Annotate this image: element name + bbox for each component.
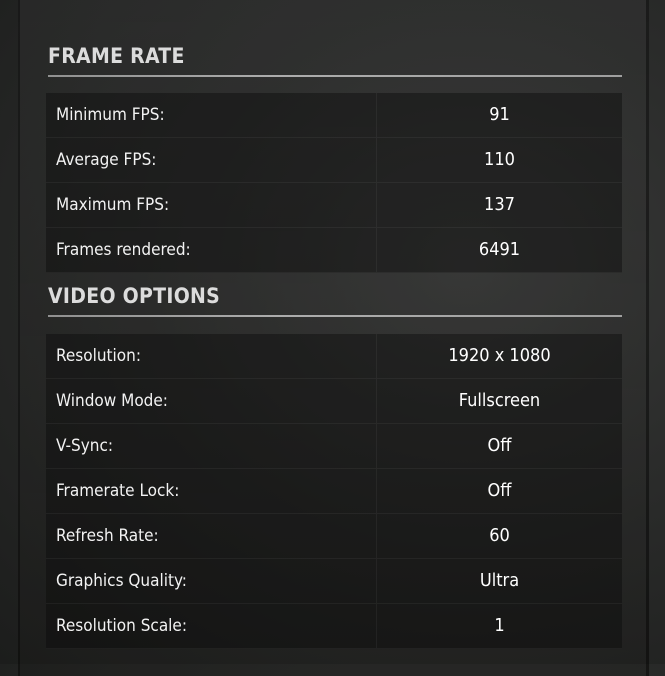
table-row: Frames rendered: 6491 <box>46 228 622 273</box>
row-value: Fullscreen <box>458 390 541 411</box>
table-row: Framerate Lock: Off <box>46 469 622 514</box>
video-options-divider <box>48 315 622 317</box>
row-value: 91 <box>489 104 510 125</box>
table-row: Resolution Scale: 1 <box>46 604 622 649</box>
video-options-table: Resolution: 1920 x 1080 Window Mode: Fulls… <box>46 334 622 649</box>
table-row: Window Mode: Fullscreen <box>46 379 622 424</box>
row-value: 110 <box>484 149 515 170</box>
table-row: Average FPS: 110 <box>46 138 622 183</box>
row-value: 1 <box>494 615 505 636</box>
row-label: V-Sync: <box>46 424 377 468</box>
frame-rate-heading: FRAME RATE <box>48 44 185 68</box>
results-panel <box>18 0 649 676</box>
row-value: 60 <box>489 525 510 546</box>
row-value: 6491 <box>478 239 521 260</box>
video-options-heading: VIDEO OPTIONS <box>48 284 221 308</box>
row-value: Off <box>487 480 512 501</box>
row-value: Off <box>487 435 512 456</box>
table-row: V-Sync: Off <box>46 424 622 469</box>
frame-rate-table: Minimum FPS: 91 Average FPS: 110 Maximum F… <box>46 93 622 273</box>
row-label: Refresh Rate: <box>46 514 377 558</box>
row-label: Resolution Scale: <box>46 604 377 648</box>
table-row: Graphics Quality: Ultra <box>46 559 622 604</box>
row-label: Maximum FPS: <box>46 183 377 227</box>
row-label: Minimum FPS: <box>46 93 377 137</box>
table-row: Maximum FPS: 137 <box>46 183 622 228</box>
row-label: Graphics Quality: <box>46 559 377 603</box>
table-row: Minimum FPS: 91 <box>46 93 622 138</box>
row-value: 1920 x 1080 <box>448 345 551 366</box>
frame-rate-divider <box>48 75 622 77</box>
row-label: Window Mode: <box>46 379 377 423</box>
row-label: Average FPS: <box>46 138 377 182</box>
table-row: Refresh Rate: 60 <box>46 514 622 559</box>
row-value: 137 <box>484 194 515 215</box>
row-label: Frames rendered: <box>46 228 377 272</box>
row-label: Framerate Lock: <box>46 469 377 513</box>
row-value: Ultra <box>479 570 520 591</box>
table-row: Resolution: 1920 x 1080 <box>46 334 622 379</box>
row-label: Resolution: <box>46 334 377 378</box>
